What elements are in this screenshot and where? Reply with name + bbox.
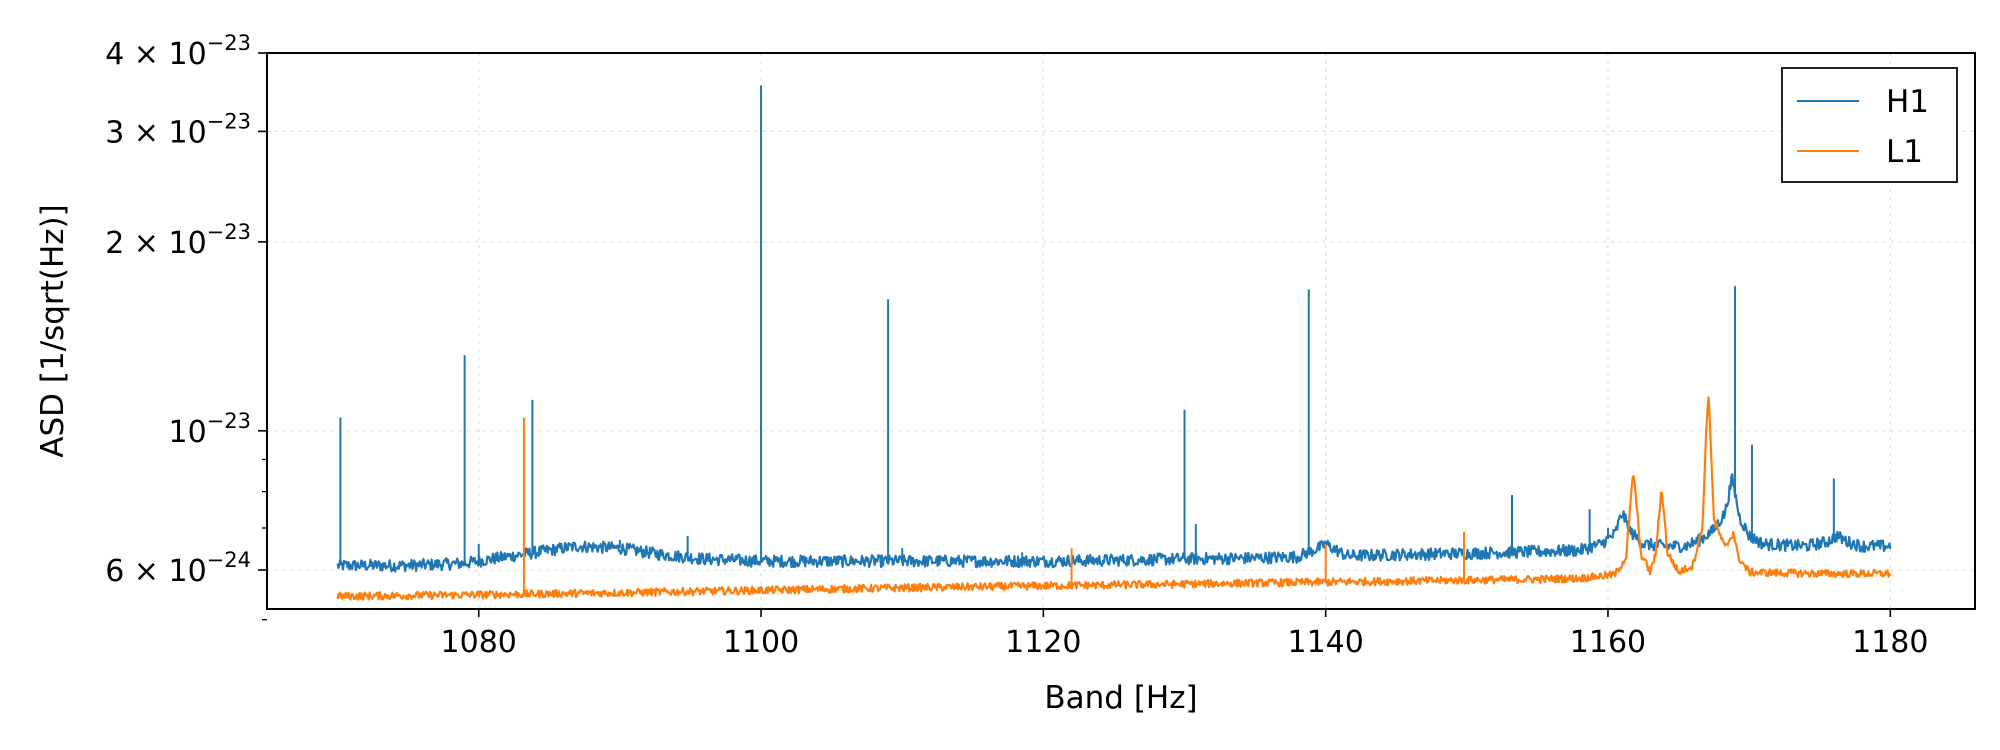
legend-label: L1 xyxy=(1886,134,1923,170)
axes: 1080 1100 1120 1140 1160 1180 4 × 10−23 3 × 10−… xyxy=(105,31,1976,660)
y-tick-label: 10−23 xyxy=(168,409,251,450)
axes-frame xyxy=(266,52,1976,610)
x-tick-label: 1100 xyxy=(723,625,799,660)
series-line xyxy=(336,473,1892,573)
x-tick-label: 1180 xyxy=(1852,625,1928,660)
x-tick-label: 1080 xyxy=(441,625,517,660)
series-line xyxy=(336,396,1892,601)
legend-box xyxy=(1781,67,1958,183)
y-axis-label: ASD [1/sqrt(Hz)] xyxy=(35,204,71,457)
y-tick-label: 4 × 10−23 xyxy=(105,31,251,72)
y-tick-label: 2 × 10−23 xyxy=(105,220,251,261)
y-tick-label: 3 × 10−23 xyxy=(105,109,251,150)
x-tick-label: 1160 xyxy=(1570,625,1646,660)
x-axis-label: Band [Hz] xyxy=(1044,680,1197,716)
series-l1 xyxy=(336,396,1892,601)
x-tick-label: 1120 xyxy=(1005,625,1081,660)
series-h1 xyxy=(336,85,1892,573)
plot-area xyxy=(336,85,1892,601)
x-tick-label: 1140 xyxy=(1287,625,1363,660)
y-tick-label: 6 × 10−24 xyxy=(105,548,251,589)
legend-label: H1 xyxy=(1886,84,1929,120)
